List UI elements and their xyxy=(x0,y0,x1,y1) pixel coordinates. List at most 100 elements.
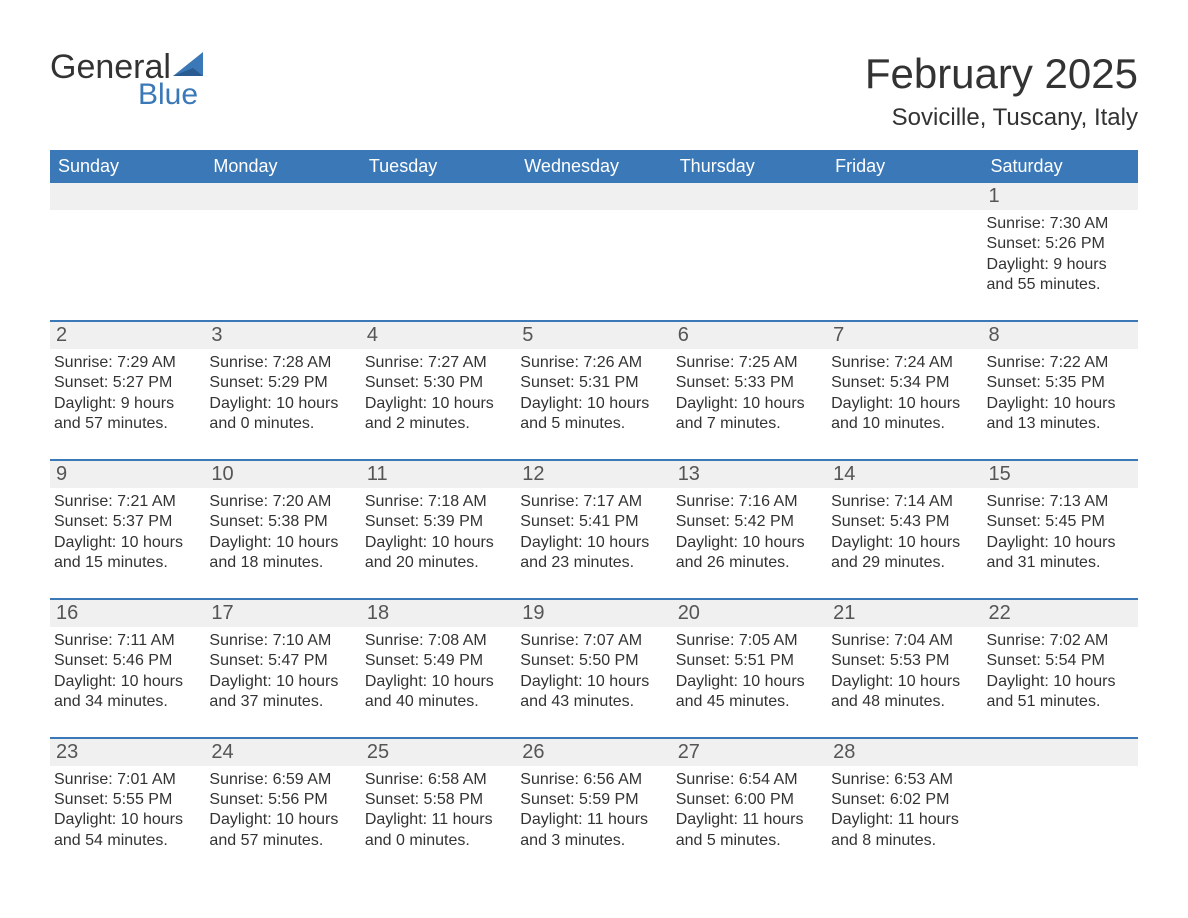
calendar-day-cell: Sunrise: 7:25 AMSunset: 5:33 PMDaylight:… xyxy=(672,349,827,435)
daylight-text: Daylight: 10 hours and 45 minutes. xyxy=(676,672,815,713)
daylight-text: Daylight: 10 hours and 23 minutes. xyxy=(520,533,659,574)
sunset-text: Sunset: 5:54 PM xyxy=(987,651,1126,671)
daylight-text: Daylight: 10 hours and 13 minutes. xyxy=(987,394,1126,435)
day-content: Sunrise: 7:22 AMSunset: 5:35 PMDaylight:… xyxy=(983,349,1128,435)
daylight-text: Daylight: 10 hours and 37 minutes. xyxy=(209,672,348,713)
day-content: Sunrise: 7:01 AMSunset: 5:55 PMDaylight:… xyxy=(50,766,195,852)
calendar-week: Sunrise: 7:11 AMSunset: 5:46 PMDaylight:… xyxy=(50,627,1138,713)
day-number: 21 xyxy=(827,600,982,627)
calendar-day-cell xyxy=(205,210,360,296)
sunset-text: Sunset: 5:31 PM xyxy=(520,373,659,393)
daylight-text: Daylight: 10 hours and 10 minutes. xyxy=(831,394,970,435)
sunset-text: Sunset: 5:46 PM xyxy=(54,651,193,671)
week-daynum-row: 1 xyxy=(50,183,1138,210)
day-number: 14 xyxy=(827,461,982,488)
daylight-text: Daylight: 10 hours and 7 minutes. xyxy=(676,394,815,435)
day-number: 1 xyxy=(983,183,1138,210)
sunset-text: Sunset: 5:53 PM xyxy=(831,651,970,671)
day-number: 18 xyxy=(361,600,516,627)
daylight-text: Daylight: 10 hours and 40 minutes. xyxy=(365,672,504,713)
day-number: 26 xyxy=(516,739,671,766)
calendar-day-cell xyxy=(516,210,671,296)
sunset-text: Sunset: 5:33 PM xyxy=(676,373,815,393)
sunset-text: Sunset: 5:29 PM xyxy=(209,373,348,393)
calendar-header-cell: Friday xyxy=(827,150,982,183)
day-number: 19 xyxy=(516,600,671,627)
daylight-text: Daylight: 10 hours and 2 minutes. xyxy=(365,394,504,435)
sunrise-text: Sunrise: 6:54 AM xyxy=(676,770,815,790)
daylight-text: Daylight: 10 hours and 31 minutes. xyxy=(987,533,1126,574)
sunrise-text: Sunrise: 7:17 AM xyxy=(520,492,659,512)
day-number: 8 xyxy=(983,322,1138,349)
day-number: 27 xyxy=(672,739,827,766)
day-content: Sunrise: 7:16 AMSunset: 5:42 PMDaylight:… xyxy=(672,488,817,574)
calendar-day-cell: Sunrise: 7:24 AMSunset: 5:34 PMDaylight:… xyxy=(827,349,982,435)
sunrise-text: Sunrise: 7:24 AM xyxy=(831,353,970,373)
calendar-day-cell xyxy=(50,210,205,296)
sunrise-text: Sunrise: 7:07 AM xyxy=(520,631,659,651)
sunset-text: Sunset: 5:50 PM xyxy=(520,651,659,671)
calendar-header-cell: Wednesday xyxy=(516,150,671,183)
calendar-header-cell: Monday xyxy=(205,150,360,183)
calendar-day-cell xyxy=(827,210,982,296)
day-content: Sunrise: 7:11 AMSunset: 5:46 PMDaylight:… xyxy=(50,627,195,713)
day-content: Sunrise: 6:56 AMSunset: 5:59 PMDaylight:… xyxy=(516,766,661,852)
day-number xyxy=(205,183,360,210)
calendar-header-cell: Sunday xyxy=(50,150,205,183)
sunrise-text: Sunrise: 7:04 AM xyxy=(831,631,970,651)
calendar-day-cell: Sunrise: 6:58 AMSunset: 5:58 PMDaylight:… xyxy=(361,766,516,852)
day-number: 13 xyxy=(672,461,827,488)
day-content: Sunrise: 7:20 AMSunset: 5:38 PMDaylight:… xyxy=(205,488,350,574)
calendar-day-cell: Sunrise: 6:59 AMSunset: 5:56 PMDaylight:… xyxy=(205,766,360,852)
calendar-day-cell: Sunrise: 6:53 AMSunset: 6:02 PMDaylight:… xyxy=(827,766,982,852)
calendar-week: Sunrise: 7:21 AMSunset: 5:37 PMDaylight:… xyxy=(50,488,1138,574)
day-content: Sunrise: 7:26 AMSunset: 5:31 PMDaylight:… xyxy=(516,349,661,435)
day-number: 15 xyxy=(983,461,1138,488)
day-number: 24 xyxy=(205,739,360,766)
daylight-text: Daylight: 10 hours and 57 minutes. xyxy=(209,810,348,851)
day-content: Sunrise: 7:28 AMSunset: 5:29 PMDaylight:… xyxy=(205,349,350,435)
sunrise-text: Sunrise: 7:26 AM xyxy=(520,353,659,373)
week-daynum-row: 9101112131415 xyxy=(50,459,1138,488)
calendar-day-cell: Sunrise: 7:13 AMSunset: 5:45 PMDaylight:… xyxy=(983,488,1138,574)
daylight-text: Daylight: 10 hours and 48 minutes. xyxy=(831,672,970,713)
sunset-text: Sunset: 5:26 PM xyxy=(987,234,1126,254)
calendar-day-cell: Sunrise: 7:02 AMSunset: 5:54 PMDaylight:… xyxy=(983,627,1138,713)
sunrise-text: Sunrise: 7:08 AM xyxy=(365,631,504,651)
day-number: 20 xyxy=(672,600,827,627)
day-number: 22 xyxy=(983,600,1138,627)
sunset-text: Sunset: 5:45 PM xyxy=(987,512,1126,532)
day-content: Sunrise: 7:18 AMSunset: 5:39 PMDaylight:… xyxy=(361,488,506,574)
day-number xyxy=(516,183,671,210)
day-content: Sunrise: 7:24 AMSunset: 5:34 PMDaylight:… xyxy=(827,349,972,435)
day-number: 5 xyxy=(516,322,671,349)
day-content: Sunrise: 7:21 AMSunset: 5:37 PMDaylight:… xyxy=(50,488,195,574)
sunrise-text: Sunrise: 7:25 AM xyxy=(676,353,815,373)
sunrise-text: Sunrise: 6:53 AM xyxy=(831,770,970,790)
day-number xyxy=(672,183,827,210)
day-number: 10 xyxy=(205,461,360,488)
day-number xyxy=(361,183,516,210)
sunset-text: Sunset: 5:47 PM xyxy=(209,651,348,671)
sunrise-text: Sunrise: 6:56 AM xyxy=(520,770,659,790)
daylight-text: Daylight: 11 hours and 8 minutes. xyxy=(831,810,970,851)
sunrise-text: Sunrise: 6:58 AM xyxy=(365,770,504,790)
day-number: 9 xyxy=(50,461,205,488)
day-content: Sunrise: 7:14 AMSunset: 5:43 PMDaylight:… xyxy=(827,488,972,574)
sunrise-text: Sunrise: 7:22 AM xyxy=(987,353,1126,373)
daylight-text: Daylight: 11 hours and 0 minutes. xyxy=(365,810,504,851)
sunrise-text: Sunrise: 7:18 AM xyxy=(365,492,504,512)
calendar-day-cell: Sunrise: 7:10 AMSunset: 5:47 PMDaylight:… xyxy=(205,627,360,713)
calendar: SundayMondayTuesdayWednesdayThursdayFrid… xyxy=(50,150,1138,851)
day-content: Sunrise: 6:59 AMSunset: 5:56 PMDaylight:… xyxy=(205,766,350,852)
page-title: February 2025 xyxy=(865,50,1138,98)
day-number: 7 xyxy=(827,322,982,349)
day-content: Sunrise: 7:02 AMSunset: 5:54 PMDaylight:… xyxy=(983,627,1128,713)
day-number xyxy=(827,183,982,210)
calendar-day-cell: Sunrise: 7:05 AMSunset: 5:51 PMDaylight:… xyxy=(672,627,827,713)
daylight-text: Daylight: 11 hours and 5 minutes. xyxy=(676,810,815,851)
day-number: 23 xyxy=(50,739,205,766)
calendar-day-cell: Sunrise: 7:16 AMSunset: 5:42 PMDaylight:… xyxy=(672,488,827,574)
calendar-day-cell: Sunrise: 7:17 AMSunset: 5:41 PMDaylight:… xyxy=(516,488,671,574)
daylight-text: Daylight: 10 hours and 18 minutes. xyxy=(209,533,348,574)
